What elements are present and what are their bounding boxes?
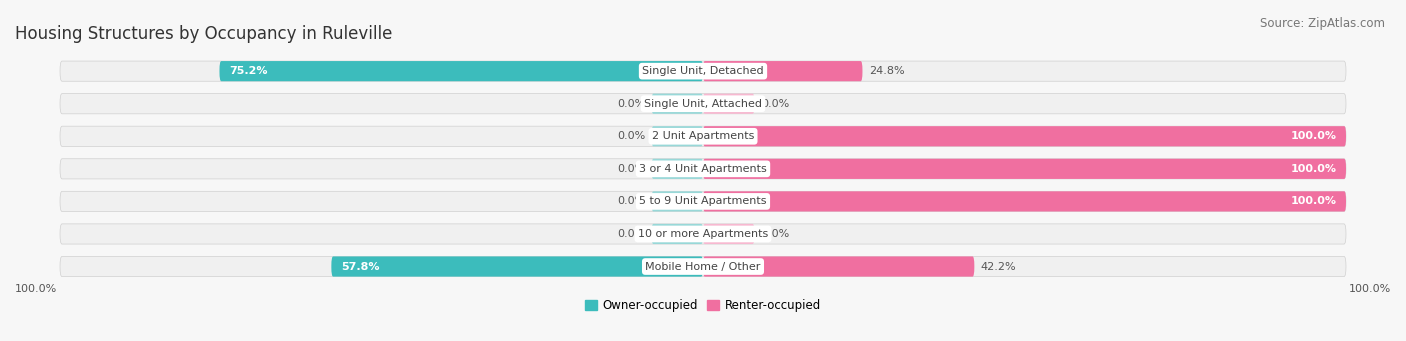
Text: 0.0%: 0.0% bbox=[617, 164, 645, 174]
FancyBboxPatch shape bbox=[703, 224, 755, 244]
Text: 100.0%: 100.0% bbox=[1348, 284, 1391, 294]
Text: 100.0%: 100.0% bbox=[15, 284, 58, 294]
Text: 3 or 4 Unit Apartments: 3 or 4 Unit Apartments bbox=[640, 164, 766, 174]
FancyBboxPatch shape bbox=[703, 94, 755, 114]
FancyBboxPatch shape bbox=[651, 224, 703, 244]
Text: 0.0%: 0.0% bbox=[617, 131, 645, 141]
Legend: Owner-occupied, Renter-occupied: Owner-occupied, Renter-occupied bbox=[579, 294, 827, 317]
FancyBboxPatch shape bbox=[703, 126, 1346, 146]
FancyBboxPatch shape bbox=[60, 94, 1346, 114]
Text: 5 to 9 Unit Apartments: 5 to 9 Unit Apartments bbox=[640, 196, 766, 206]
FancyBboxPatch shape bbox=[703, 159, 1346, 179]
FancyBboxPatch shape bbox=[703, 256, 974, 277]
FancyBboxPatch shape bbox=[651, 126, 703, 146]
Text: 0.0%: 0.0% bbox=[617, 99, 645, 109]
Text: Housing Structures by Occupancy in Ruleville: Housing Structures by Occupancy in Rulev… bbox=[15, 26, 392, 43]
Text: 75.2%: 75.2% bbox=[229, 66, 267, 76]
Text: 0.0%: 0.0% bbox=[617, 229, 645, 239]
FancyBboxPatch shape bbox=[60, 159, 1346, 179]
FancyBboxPatch shape bbox=[60, 191, 1346, 211]
Text: 57.8%: 57.8% bbox=[342, 262, 380, 271]
Text: 2 Unit Apartments: 2 Unit Apartments bbox=[652, 131, 754, 141]
Text: 100.0%: 100.0% bbox=[1291, 164, 1336, 174]
Text: Single Unit, Attached: Single Unit, Attached bbox=[644, 99, 762, 109]
Text: 100.0%: 100.0% bbox=[1291, 131, 1336, 141]
Text: Mobile Home / Other: Mobile Home / Other bbox=[645, 262, 761, 271]
FancyBboxPatch shape bbox=[60, 61, 1346, 81]
FancyBboxPatch shape bbox=[219, 61, 703, 81]
FancyBboxPatch shape bbox=[703, 61, 862, 81]
Text: 0.0%: 0.0% bbox=[761, 229, 789, 239]
Text: 100.0%: 100.0% bbox=[1291, 196, 1336, 206]
FancyBboxPatch shape bbox=[651, 159, 703, 179]
Text: 0.0%: 0.0% bbox=[617, 196, 645, 206]
Text: 24.8%: 24.8% bbox=[869, 66, 904, 76]
Text: 42.2%: 42.2% bbox=[981, 262, 1017, 271]
Text: Source: ZipAtlas.com: Source: ZipAtlas.com bbox=[1260, 17, 1385, 30]
FancyBboxPatch shape bbox=[703, 191, 1346, 211]
FancyBboxPatch shape bbox=[332, 256, 703, 277]
Text: 0.0%: 0.0% bbox=[761, 99, 789, 109]
FancyBboxPatch shape bbox=[651, 191, 703, 211]
FancyBboxPatch shape bbox=[60, 126, 1346, 146]
Text: 10 or more Apartments: 10 or more Apartments bbox=[638, 229, 768, 239]
FancyBboxPatch shape bbox=[60, 224, 1346, 244]
FancyBboxPatch shape bbox=[651, 94, 703, 114]
FancyBboxPatch shape bbox=[60, 256, 1346, 277]
Text: Single Unit, Detached: Single Unit, Detached bbox=[643, 66, 763, 76]
